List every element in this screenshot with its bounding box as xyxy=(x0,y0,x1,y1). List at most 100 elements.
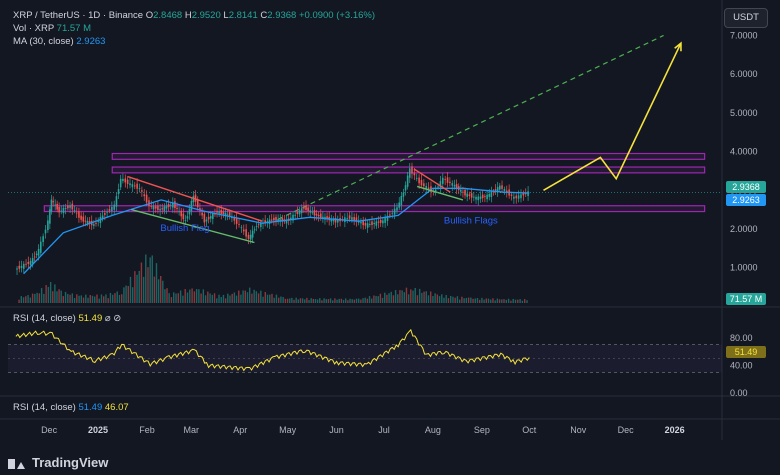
volume-bar xyxy=(334,298,336,303)
candle-body xyxy=(351,217,353,220)
volume-bar xyxy=(248,287,251,303)
volume-bar xyxy=(526,300,528,303)
rsi-value: 51.49 xyxy=(78,313,103,324)
volume-bar xyxy=(87,297,89,303)
volume-bar xyxy=(353,299,356,303)
candle-body xyxy=(413,173,416,176)
volume-bar xyxy=(421,292,423,303)
candle-body xyxy=(47,220,49,231)
candle-body xyxy=(154,206,157,209)
volume-bar xyxy=(364,297,366,303)
volume-bar xyxy=(103,296,105,303)
candle-body xyxy=(384,218,386,223)
volume-bar xyxy=(127,286,129,303)
candle-body xyxy=(35,253,38,255)
candle-body xyxy=(264,220,266,224)
volume-bar xyxy=(157,279,160,303)
volume-bar xyxy=(218,294,220,303)
candle-body xyxy=(251,230,254,238)
tradingview-logo[interactable]: TradingView xyxy=(8,455,108,470)
volume-bar xyxy=(34,293,36,303)
candle-body xyxy=(270,219,273,221)
volume-bar xyxy=(434,293,436,303)
volume-bar xyxy=(366,298,369,303)
volume-bar xyxy=(375,295,377,303)
volume-bar xyxy=(266,294,269,303)
candle-body xyxy=(78,211,80,218)
volume-bar xyxy=(306,297,308,303)
currency-button[interactable]: USDT xyxy=(724,8,768,28)
candle-body xyxy=(194,194,197,202)
volume-bar xyxy=(401,290,403,303)
volume-bar xyxy=(20,296,23,303)
volume-bar xyxy=(470,297,472,303)
candle-body xyxy=(253,229,256,231)
volume-bar xyxy=(472,298,474,303)
candle-body xyxy=(346,218,349,219)
volume-bar xyxy=(321,300,323,303)
candle-body xyxy=(273,217,275,221)
candle-body xyxy=(184,220,187,221)
candle-body xyxy=(360,222,362,224)
volume-bar xyxy=(138,270,140,303)
volume-bar xyxy=(304,299,306,303)
volume-bar xyxy=(216,298,218,303)
candle-body xyxy=(411,166,413,174)
candle-body xyxy=(353,217,355,221)
volume-bar xyxy=(425,291,427,303)
x-tick-label: Aug xyxy=(425,425,441,435)
candle-body xyxy=(309,210,312,213)
candle-body xyxy=(16,268,18,270)
resistance-zone xyxy=(111,166,706,174)
volume-bar xyxy=(195,289,198,303)
candle-body xyxy=(29,260,32,265)
candle-body xyxy=(25,263,27,265)
support-zone xyxy=(43,205,706,213)
candle-body xyxy=(240,227,243,229)
volume-bar xyxy=(78,295,80,303)
volume-bar xyxy=(379,293,382,303)
x-tick-label: Oct xyxy=(522,425,537,435)
volume-bar xyxy=(273,297,275,303)
candle-body xyxy=(464,189,466,196)
volume-bar xyxy=(244,290,247,303)
volume-bar xyxy=(496,298,499,303)
volume-bar xyxy=(407,294,410,303)
candle-body xyxy=(88,221,91,224)
rsi-tick-label: 40.00 xyxy=(730,360,753,370)
candle-body xyxy=(44,229,47,234)
volume-bar xyxy=(136,274,138,303)
candle-body xyxy=(119,178,122,188)
candle-body xyxy=(167,204,170,208)
candle-body xyxy=(106,211,108,213)
candle-body xyxy=(313,210,316,216)
volume-bar xyxy=(170,297,173,303)
volume-bar xyxy=(301,298,304,303)
candle-body xyxy=(498,185,501,190)
candle-body xyxy=(18,265,21,269)
candle-body xyxy=(520,194,522,199)
flag-1-bottom-line xyxy=(131,208,255,244)
candle-body xyxy=(169,204,172,206)
x-tick-label: Feb xyxy=(139,425,155,435)
volume-bar xyxy=(362,298,364,303)
volume-bar xyxy=(82,297,85,303)
volume-bar xyxy=(213,293,216,303)
rsi-settings-icon[interactable]: ⌀ ⊘ xyxy=(104,313,122,324)
candle-body xyxy=(303,207,305,209)
volume-bar xyxy=(209,293,211,303)
volume-bar xyxy=(114,293,116,303)
volume-bar xyxy=(441,294,443,303)
rsi-label: RSI (14, close) xyxy=(13,313,76,324)
volume-bar xyxy=(162,280,164,303)
volume-bar xyxy=(145,254,147,303)
volume-bar xyxy=(211,294,214,303)
volume-bar xyxy=(109,292,112,303)
candle-body xyxy=(199,208,201,211)
candle-body xyxy=(524,193,527,195)
volume-bar xyxy=(60,290,62,303)
volume-bar xyxy=(107,298,109,303)
volume-bar xyxy=(523,299,526,303)
